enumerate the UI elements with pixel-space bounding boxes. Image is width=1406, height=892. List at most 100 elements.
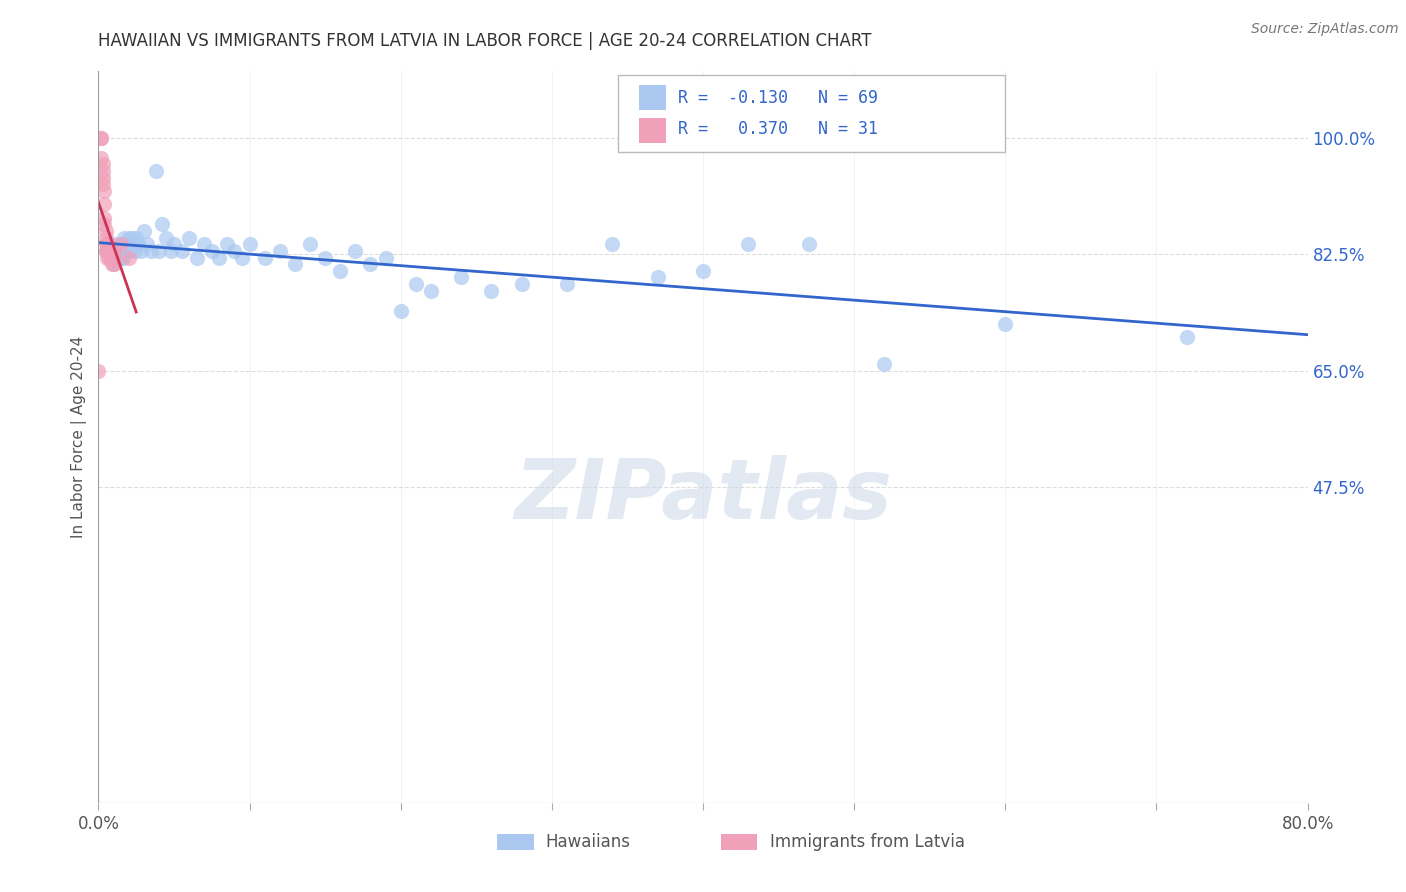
Point: [100, 244, 122, 258]
Point: [208, 251, 231, 265]
Point: [121, 230, 143, 244]
FancyBboxPatch shape: [619, 75, 1005, 152]
Point: [124, 244, 146, 258]
Point: [114, 237, 136, 252]
Point: [647, 270, 669, 285]
Point: [135, 237, 157, 252]
Point: [107, 244, 129, 258]
Point: [87, 363, 110, 377]
Point: [125, 230, 148, 244]
Text: HAWAIIAN VS IMMIGRANTS FROM LATVIA IN LABOR FORCE | AGE 20-24 CORRELATION CHART: HAWAIIAN VS IMMIGRANTS FROM LATVIA IN LA…: [98, 32, 872, 50]
Point: [329, 264, 352, 278]
Text: Hawaiians: Hawaiians: [546, 833, 631, 851]
Point: [269, 244, 291, 258]
Text: R =  -0.130   N = 69: R = -0.130 N = 69: [678, 89, 877, 107]
Point: [120, 237, 142, 252]
Point: [215, 237, 238, 252]
Y-axis label: In Labor Force | Age 20-24: In Labor Force | Age 20-24: [72, 336, 87, 538]
Point: [141, 244, 163, 258]
FancyBboxPatch shape: [638, 85, 665, 110]
Point: [118, 230, 141, 244]
Point: [405, 277, 427, 292]
Point: [101, 257, 124, 271]
Point: [155, 230, 177, 244]
Point: [314, 251, 336, 265]
Point: [160, 244, 183, 258]
Point: [103, 257, 125, 271]
Point: [163, 237, 186, 252]
Point: [90, 151, 112, 165]
Point: [148, 244, 170, 258]
Point: [93, 184, 115, 198]
Point: [103, 251, 125, 265]
Point: [103, 244, 125, 258]
Point: [96, 251, 118, 265]
Point: [602, 237, 624, 252]
Point: [122, 237, 145, 252]
Point: [481, 284, 503, 298]
Point: [90, 131, 112, 145]
Point: [94, 237, 117, 252]
Point: [1175, 330, 1198, 344]
Point: [132, 224, 155, 238]
Point: [104, 237, 127, 252]
Point: [284, 257, 307, 271]
Point: [91, 178, 114, 192]
Point: [193, 237, 215, 252]
Point: [231, 251, 253, 265]
Point: [110, 237, 132, 252]
Point: [360, 257, 382, 271]
Point: [344, 244, 367, 258]
Point: [150, 217, 173, 231]
Point: [374, 251, 396, 265]
Point: [253, 251, 276, 265]
Point: [737, 237, 759, 252]
Point: [127, 237, 149, 252]
Point: [239, 237, 262, 252]
Point: [93, 197, 115, 211]
Text: R =   0.370   N = 31: R = 0.370 N = 31: [678, 120, 877, 138]
Point: [112, 230, 135, 244]
Point: [420, 284, 443, 298]
Point: [118, 244, 141, 258]
Point: [100, 251, 122, 265]
FancyBboxPatch shape: [721, 834, 758, 850]
Point: [105, 244, 128, 258]
Point: [91, 164, 114, 178]
Point: [108, 251, 131, 265]
Point: [692, 264, 714, 278]
Point: [90, 131, 112, 145]
Point: [201, 244, 224, 258]
Point: [94, 244, 117, 258]
Point: [555, 277, 578, 292]
Point: [98, 251, 121, 265]
Text: ZIPatlas: ZIPatlas: [515, 455, 891, 536]
Point: [98, 237, 121, 252]
Point: [91, 170, 114, 185]
Point: [101, 244, 124, 258]
Point: [170, 244, 193, 258]
Point: [98, 237, 121, 252]
Point: [110, 237, 132, 252]
FancyBboxPatch shape: [498, 834, 534, 850]
Point: [797, 237, 820, 252]
Point: [129, 244, 152, 258]
Text: Source: ZipAtlas.com: Source: ZipAtlas.com: [1251, 22, 1399, 37]
Point: [510, 277, 533, 292]
Point: [94, 244, 117, 258]
Text: Immigrants from Latvia: Immigrants from Latvia: [769, 833, 965, 851]
Point: [111, 244, 134, 258]
Point: [103, 251, 125, 265]
Point: [98, 244, 121, 258]
Point: [101, 251, 124, 265]
Point: [91, 157, 114, 171]
Point: [94, 224, 117, 238]
Point: [179, 230, 201, 244]
Point: [118, 251, 141, 265]
Point: [110, 251, 132, 265]
Point: [93, 217, 115, 231]
Point: [93, 211, 115, 225]
Point: [103, 257, 125, 271]
Point: [450, 270, 472, 285]
Point: [115, 244, 138, 258]
